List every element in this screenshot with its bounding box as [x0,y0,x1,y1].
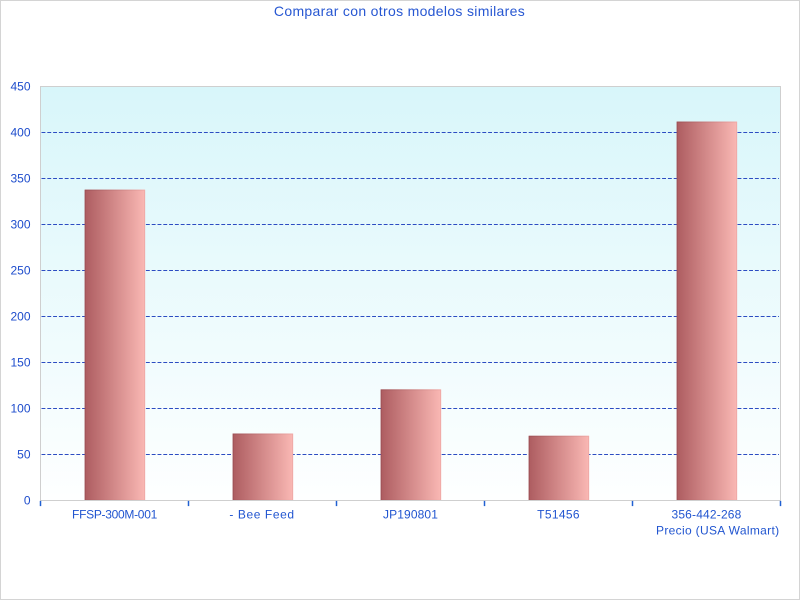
svg-text:350: 350 [10,172,30,186]
svg-text:300: 300 [10,218,30,232]
svg-text:400: 400 [10,126,30,140]
svg-text:100: 100 [10,402,30,416]
svg-text:150: 150 [10,356,30,370]
svg-text:450: 450 [10,80,30,94]
svg-text:JP190801: JP190801 [383,508,438,522]
svg-text:Precio (USA Walmart): Precio (USA Walmart) [656,524,780,538]
svg-text:- Bee Feed: - Bee Feed [229,508,294,522]
svg-text:200: 200 [10,310,30,324]
svg-text:Comparar con otros modelos sim: Comparar con otros modelos similares [274,3,525,19]
svg-text:0: 0 [24,494,31,508]
svg-text:250: 250 [10,264,30,278]
svg-text:50: 50 [17,448,31,462]
svg-text:T51456: T51456 [537,508,580,522]
svg-text:FFSP-300M-001: FFSP-300M-001 [72,508,158,522]
svg-text:356-442-268: 356-442-268 [671,508,741,522]
